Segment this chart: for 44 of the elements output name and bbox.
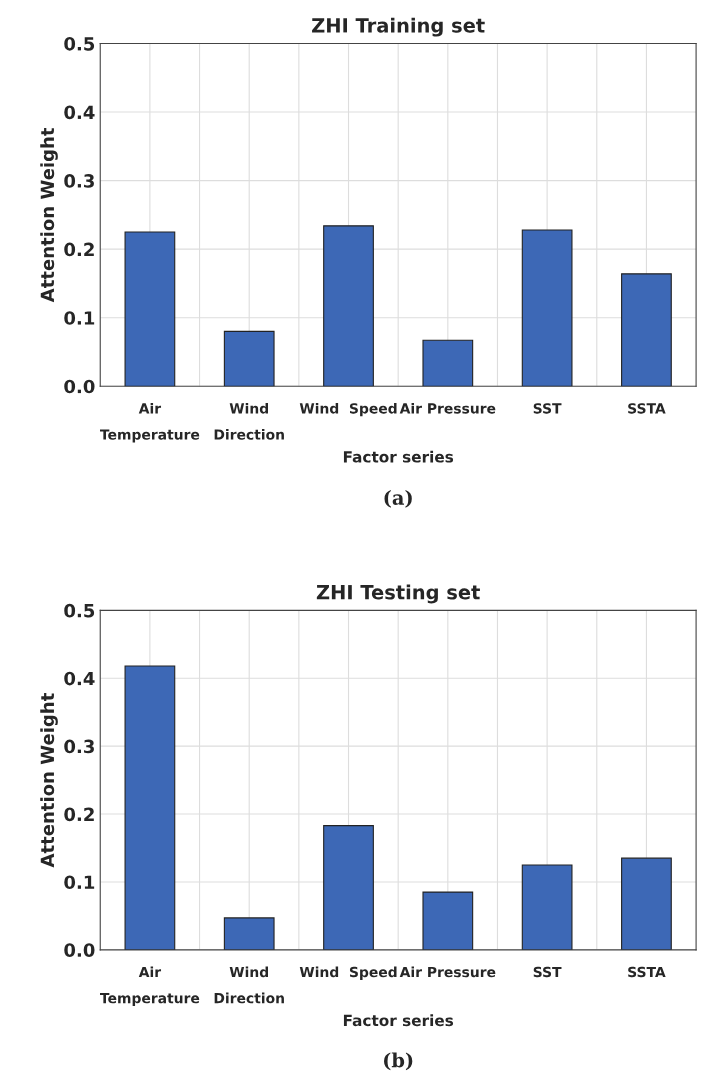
x-tick-label: Air Pressure <box>399 402 496 414</box>
chart-title: ZHI Testing set <box>316 584 480 604</box>
x-tick-label: Air Temperature <box>100 966 200 1007</box>
x-tick-label: Wind Speed <box>299 966 397 980</box>
x-axis-title: Factor series <box>343 450 454 463</box>
x-tick-label: SST <box>533 403 562 414</box>
text: (a) <box>384 489 412 508</box>
bar <box>124 665 176 950</box>
x-tick-label: Wind Direction <box>214 402 284 440</box>
y-tick-label: 0.4 <box>64 671 95 686</box>
y-tick-label: 0.5 <box>64 603 95 618</box>
y-tick-label: 0.4 <box>64 105 95 120</box>
x-tick-label: Wind Speed <box>299 402 397 417</box>
x-tick-label: SST <box>533 966 562 978</box>
y-axis-title: Attention Weight <box>40 127 58 303</box>
bar <box>422 891 474 950</box>
bar <box>521 864 573 950</box>
bar <box>521 229 573 387</box>
bar <box>422 339 474 387</box>
y-tick-label: 0.1 <box>64 875 95 890</box>
y-tick-label: 0.3 <box>64 174 94 188</box>
bar <box>124 231 176 387</box>
y-axis-title: Attention Weight <box>40 693 58 868</box>
y-tick-label: 0.2 <box>64 807 94 822</box>
bar <box>323 225 374 387</box>
x-tick-label: SSTA <box>628 403 666 414</box>
y-tick-label: 0.3 <box>64 739 94 754</box>
bar <box>223 917 275 950</box>
x-tick-label: Wind Direction <box>214 966 284 1004</box>
bar <box>323 825 374 950</box>
x-axis-title: Factor series <box>343 1014 454 1027</box>
x-tick-label: Air Pressure <box>399 966 496 978</box>
bar <box>621 857 672 950</box>
bar <box>223 330 275 387</box>
y-tick-label: 0.5 <box>64 36 95 51</box>
y-tick-label: 0.0 <box>64 379 95 394</box>
y-tick-label: 0.1 <box>64 311 95 325</box>
y-tick-label: 0.0 <box>64 943 95 957</box>
x-tick-label: Air Temperature <box>100 402 200 443</box>
bar <box>621 273 672 387</box>
text: (b) <box>384 1052 413 1071</box>
chart-title: ZHI Training set <box>312 17 485 37</box>
x-tick-label: SSTA <box>628 966 666 978</box>
y-tick-label: 0.2 <box>64 242 94 257</box>
